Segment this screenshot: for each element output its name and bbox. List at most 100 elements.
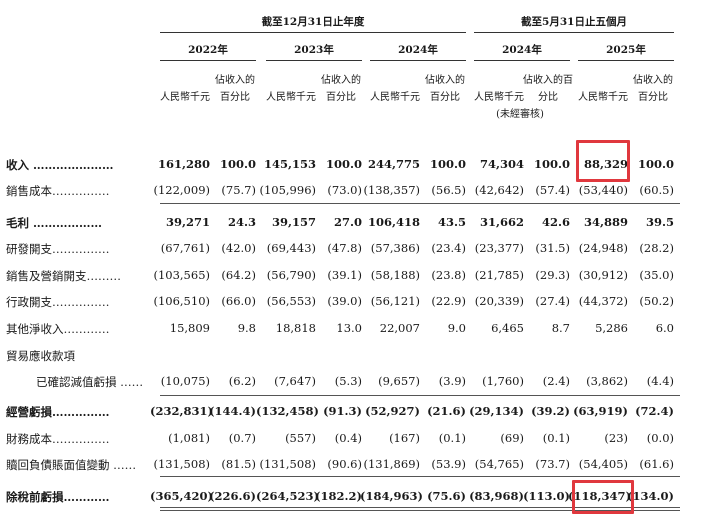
table-cell: (57.4) bbox=[535, 183, 570, 197]
table-cell: (39.0) bbox=[327, 294, 362, 308]
table-cell: (167) bbox=[389, 431, 420, 445]
table-cell: (264,523) bbox=[256, 489, 319, 503]
table-cell: (27.4) bbox=[535, 294, 570, 308]
table-cell: 39.5 bbox=[645, 215, 674, 229]
row-label-rd-expenses: 研發開支…………… bbox=[6, 242, 110, 256]
table-cell: (73.7) bbox=[535, 457, 570, 471]
unit-label: 人民幣千元 bbox=[578, 92, 628, 103]
table-cell: (39.2) bbox=[531, 404, 570, 418]
table-cell: (75.6) bbox=[427, 489, 466, 503]
row-label-selling-expenses: 銷售及營銷開支……… bbox=[6, 269, 121, 283]
table-cell: (3.9) bbox=[438, 374, 466, 388]
table-cell: (72.4) bbox=[635, 404, 674, 418]
pct-label-line1: 佔收入的 bbox=[425, 75, 465, 86]
table-cell: 244,775 bbox=[367, 157, 420, 171]
table-cell: (56,121) bbox=[370, 294, 420, 308]
table-cell: (232,831) bbox=[150, 404, 213, 418]
pct-label-line1: 佔收入的 bbox=[321, 75, 361, 86]
row-label-redemption-liability: 贖回負債賬面值變動 …… bbox=[6, 458, 137, 472]
table-cell: 100.0 bbox=[219, 157, 256, 171]
pct-label-line1: 佔收入的 bbox=[215, 75, 255, 86]
table-cell: (184,963) bbox=[360, 489, 423, 503]
row-label-operating-loss: 經營虧損…………… bbox=[6, 405, 110, 419]
table-cell: 34,889 bbox=[583, 215, 628, 229]
year-underline bbox=[578, 60, 674, 61]
year-underline bbox=[370, 60, 466, 61]
pct-label-line2: 百分比 bbox=[220, 92, 250, 103]
table-cell: (63,919) bbox=[573, 404, 628, 418]
year-underline bbox=[474, 60, 570, 61]
table-cell: (103,565) bbox=[153, 268, 210, 282]
table-cell: 39,271 bbox=[165, 215, 210, 229]
year-header-2025-period: 2025年 bbox=[606, 44, 646, 56]
table-cell: (22.9) bbox=[431, 294, 466, 308]
unit-label: 人民幣千元 bbox=[266, 92, 316, 103]
row-label-finance-costs: 財務成本…………… bbox=[6, 432, 110, 446]
table-cell: 6.0 bbox=[655, 321, 674, 335]
table-cell: (75.7) bbox=[221, 183, 256, 197]
year-header-2023: 2023年 bbox=[294, 44, 334, 56]
period-title-five-months: 截至5月31日止五個月 bbox=[521, 16, 627, 28]
table-cell: (21,785) bbox=[474, 268, 524, 282]
table-cell: (30,912) bbox=[578, 268, 628, 282]
table-cell: (61.6) bbox=[639, 457, 674, 471]
table-cell: (69,443) bbox=[266, 241, 316, 255]
table-cell: (23.8) bbox=[431, 268, 466, 282]
table-cell: 39,157 bbox=[271, 215, 316, 229]
table-cell: (35.0) bbox=[639, 268, 674, 282]
table-cell: (144.4) bbox=[209, 404, 256, 418]
table-cell: 100.0 bbox=[533, 157, 570, 171]
pct-label-line2: 百分比 bbox=[430, 92, 460, 103]
table-cell: (118,347) bbox=[568, 489, 631, 503]
table-cell: (90.6) bbox=[327, 457, 362, 471]
row-label-impairment-loss: 已確認減值虧損 …… bbox=[36, 375, 144, 389]
table-cell: (64.2) bbox=[221, 268, 256, 282]
row-label-loss-before-tax: 除稅前虧損………… bbox=[6, 490, 110, 504]
table-cell: (9,657) bbox=[378, 374, 420, 388]
table-cell: (0.4) bbox=[334, 431, 362, 445]
row-label-gross-profit: 毛利 ……………… bbox=[6, 216, 103, 230]
table-cell: (134.0) bbox=[627, 489, 674, 503]
table-cell: 9.0 bbox=[447, 321, 466, 335]
table-cell: (56.5) bbox=[431, 183, 466, 197]
table-cell: (31.5) bbox=[535, 241, 570, 255]
table-cell: (226.6) bbox=[209, 489, 256, 503]
year-underline bbox=[266, 60, 362, 61]
table-cell: (69) bbox=[500, 431, 524, 445]
table-cell: (7,647) bbox=[274, 374, 316, 388]
table-cell: (6.2) bbox=[228, 374, 256, 388]
table-cell: (44,372) bbox=[578, 294, 628, 308]
table-cell: 18,818 bbox=[275, 321, 316, 335]
table-cell: (47.8) bbox=[327, 241, 362, 255]
table-cell: 8.7 bbox=[551, 321, 570, 335]
table-cell: (122,009) bbox=[153, 183, 210, 197]
table-cell: (58,188) bbox=[370, 268, 420, 282]
total-double-rule bbox=[160, 510, 680, 511]
table-cell: (106,510) bbox=[153, 294, 210, 308]
table-cell: (29,134) bbox=[469, 404, 524, 418]
unit-label: 人民幣千元 bbox=[370, 92, 420, 103]
table-cell: 145,153 bbox=[263, 157, 316, 171]
table-cell: (73.0) bbox=[327, 183, 362, 197]
table-cell: (4.4) bbox=[646, 374, 674, 388]
table-cell: (60.5) bbox=[639, 183, 674, 197]
table-cell: (2.4) bbox=[542, 374, 570, 388]
row-label-other-net-income: 其他淨收入………… bbox=[6, 322, 110, 336]
table-cell: 100.0 bbox=[325, 157, 362, 171]
table-cell: (54,405) bbox=[578, 457, 628, 471]
table-cell: 74,304 bbox=[479, 157, 524, 171]
table-cell: (67,761) bbox=[160, 241, 210, 255]
table-cell: (21.6) bbox=[427, 404, 466, 418]
pct-label-line1: 佔收入的百 bbox=[523, 75, 573, 86]
table-cell: (132,458) bbox=[256, 404, 319, 418]
year-header-2022: 2022年 bbox=[188, 44, 228, 56]
table-cell: (54,765) bbox=[474, 457, 524, 471]
table-cell: (131,869) bbox=[363, 457, 420, 471]
table-cell: 42.6 bbox=[541, 215, 570, 229]
year-header-2024: 2024年 bbox=[398, 44, 438, 56]
table-cell: (23) bbox=[604, 431, 628, 445]
table-cell: 31,662 bbox=[479, 215, 524, 229]
highlight-revenue-2025 bbox=[576, 140, 630, 182]
row-label-revenue: 收入 ………………… bbox=[6, 158, 114, 172]
table-cell: (0.7) bbox=[228, 431, 256, 445]
